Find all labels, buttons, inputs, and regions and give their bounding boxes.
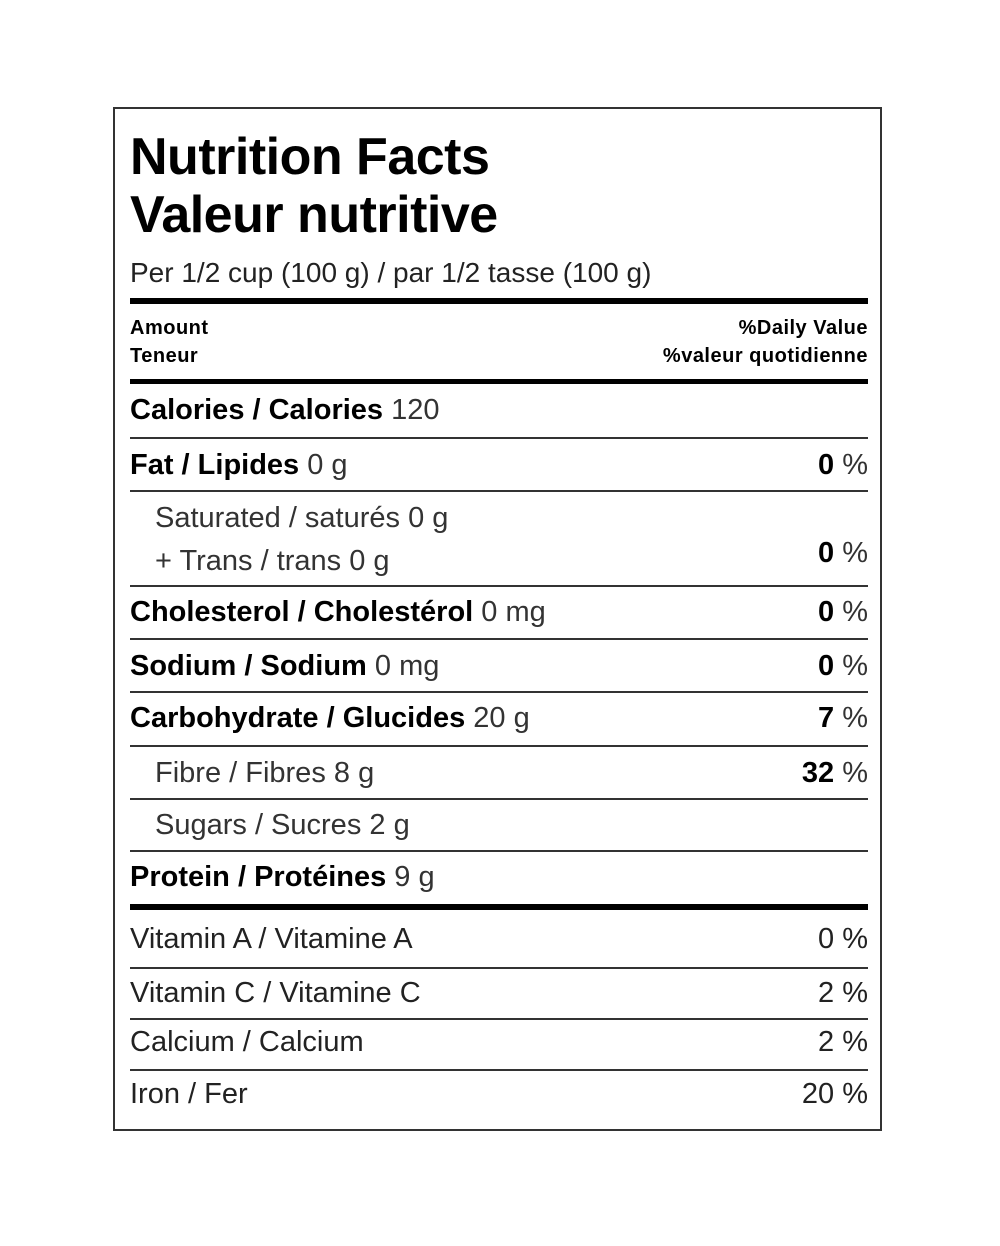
amount: 0 g [307,449,348,481]
daily-value: 20 % [801,1078,868,1110]
rule [130,437,868,439]
daily-value: 32 % [802,753,868,793]
dv-number: 0 [818,449,835,481]
label: Cholesterol / Cholestérol [130,596,474,628]
rule [130,638,868,640]
label: + Trans / trans [155,545,342,577]
fibre-row: Fibre / Fibres 8 g 32 % [155,753,868,793]
label: Sugars / Sucres [155,809,362,841]
dv-unit: % [842,449,868,481]
sugars-row: Sugars / Sucres 2 g [155,805,868,845]
amount-header-fr: Teneur [130,345,199,367]
cholesterol-row: Cholesterol / Cholestérol 0 mg 0 % [130,592,868,632]
amount: 2 g [369,809,410,841]
daily-value: 0 % [818,646,868,686]
label: Fat / Lipides [130,449,300,481]
trans-row: + Trans / trans 0 g 0 % [155,537,868,581]
dv-number: 0 [818,537,835,569]
carbohydrate-row: Carbohydrate / Glucides 20 g 7 % [130,698,868,738]
dv-unit: % [842,537,868,569]
dv-unit: % [842,757,868,789]
amount: 0 mg [374,650,440,682]
vitamin-row: Calcium / Calcium 2 % [130,1022,868,1062]
dv-number: 7 [818,702,835,734]
serving-size: Per 1/2 cup (100 g) / par 1/2 tasse (100… [130,257,652,288]
header-row-fr: Teneur %valeur quotidienne [130,343,868,369]
calories-row: Calories / Calories 120 [130,390,868,430]
daily-value: 0 % [818,445,868,485]
label: Carbohydrate / Glucides [130,702,466,734]
dv-number: 0 [818,596,835,628]
saturated-row: Saturated / saturés 0 g [155,498,868,538]
rule [130,850,868,852]
daily-value: 0 % [818,923,868,955]
daily-value: 0 % [818,533,868,573]
amount: 20 g [473,702,530,734]
protein-row: Protein / Protéines 9 g [130,857,868,897]
daily-value: 0 % [818,592,868,632]
rule [130,798,868,800]
label: Fibre / Fibres [155,757,326,789]
dv-unit: % [842,596,868,628]
vitamin-row: Vitamin C / Vitamine C 2 % [130,973,868,1013]
rule [130,585,868,587]
label: Calcium / Calcium [130,1026,364,1058]
title-fr: Valeur nutritive [130,186,498,244]
label: Vitamin A / Vitamine A [130,923,413,955]
label: Vitamin C / Vitamine C [130,977,421,1009]
label: Iron / Fer [130,1078,248,1110]
rule [130,379,868,384]
amount: 0 g [408,502,449,534]
rule [130,745,868,747]
dv-number: 32 [801,757,835,789]
amount: 8 g [333,757,375,789]
rule [130,1018,868,1020]
label: Saturated / saturés [155,502,401,534]
amount: 120 [391,394,440,426]
daily-value: 7 % [818,698,868,738]
rule [130,691,868,693]
amount: 0 mg [481,596,546,628]
rule [130,298,868,304]
rule [130,490,868,492]
amount-header: Amount [130,317,209,339]
vitamin-row: Iron / Fer 20 % [130,1074,868,1114]
dv-header-fr: %valeur quotidienne [662,345,868,367]
daily-value: 2 % [818,1026,868,1058]
label: Sodium / Sodium [130,650,367,682]
amount: 9 g [394,861,435,893]
sodium-row: Sodium / Sodium 0 mg 0 % [130,646,868,686]
dv-number: 0 [818,650,835,682]
rule [130,967,868,969]
amount: 0 g [349,545,390,577]
rule [130,1069,868,1071]
fat-row: Fat / Lipides 0 g 0 % [130,445,868,485]
rule [130,904,868,910]
dv-unit: % [842,702,868,734]
dv-header: %Daily Value [738,317,868,339]
label: Protein / Protéines [130,861,387,893]
dv-unit: % [842,650,868,682]
daily-value: 2 % [818,977,868,1009]
vitamin-row: Vitamin A / Vitamine A 0 % [130,919,868,959]
header-row: Amount %Daily Value [130,315,868,341]
title: Nutrition Facts [130,128,490,186]
label: Calories / Calories [130,394,384,426]
label-border [113,107,882,1131]
